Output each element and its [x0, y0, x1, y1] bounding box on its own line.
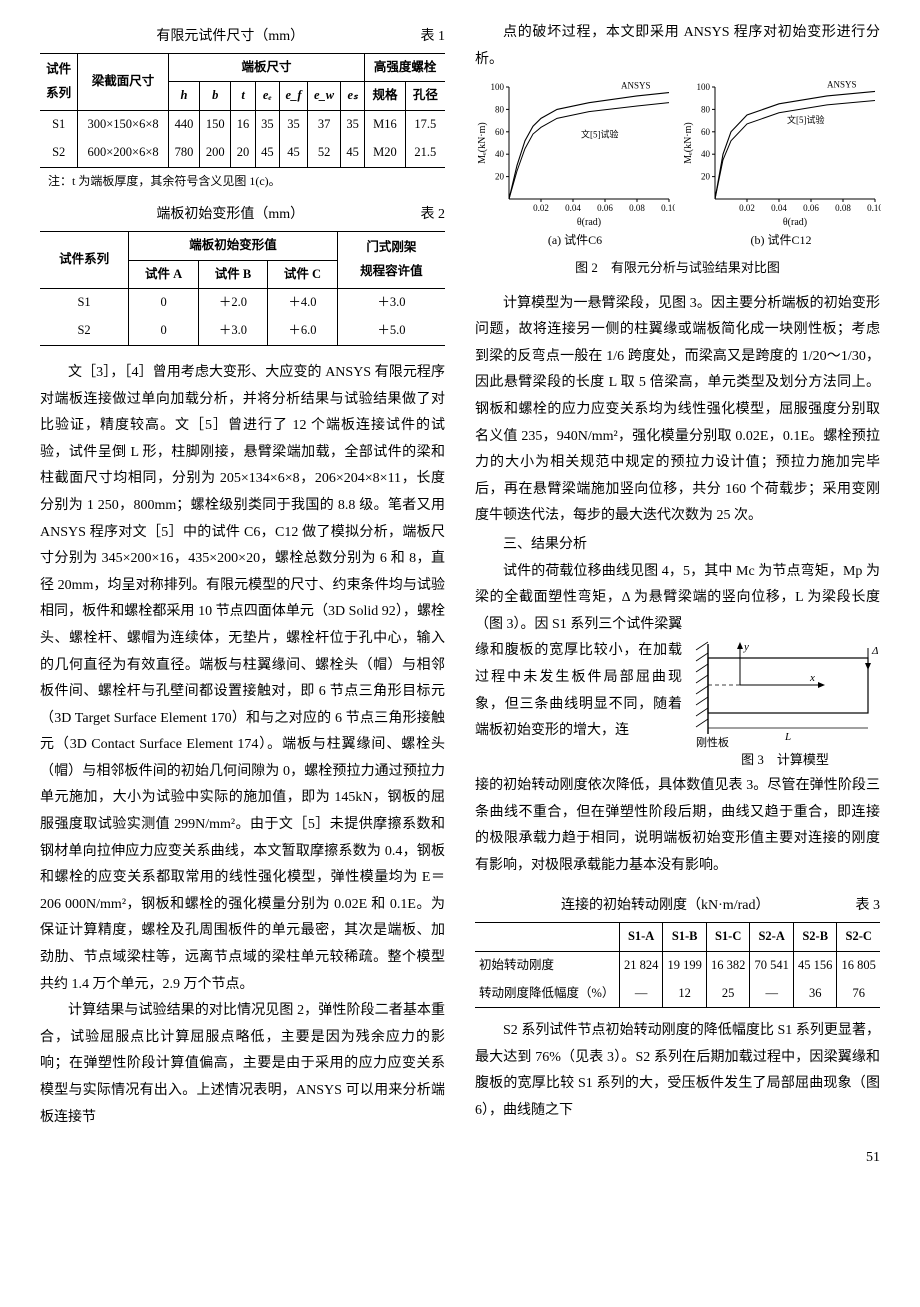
table-row: S1 0 ＋2.0 ＋4.0 ＋3.0 — [40, 289, 445, 317]
svg-text:y: y — [743, 641, 749, 653]
figure3-diagram: y x Δ L 刚性板 — [690, 638, 880, 748]
chart-c6: 20 40 60 80 100 0.02 0.04 0.06 0.08 0.10 θ(rad) Mₑ(… — [475, 79, 675, 229]
table-row: 转动刚度降低幅度（%） — 12 25 — 36 76 — [475, 980, 880, 1008]
t1-h-ef: e_f — [279, 82, 307, 111]
t3-col: S2-B — [793, 923, 837, 952]
svg-text:刚性板: 刚性板 — [696, 735, 729, 748]
svg-text:0.02: 0.02 — [739, 203, 755, 213]
t3-col: S1-C — [706, 923, 750, 952]
t3-col: S2-A — [750, 923, 794, 952]
svg-text:0.02: 0.02 — [533, 203, 549, 213]
svg-text:0.10: 0.10 — [867, 203, 881, 213]
svg-text:100: 100 — [697, 82, 711, 92]
svg-text:0.04: 0.04 — [565, 203, 581, 213]
table3-label: 表 3 — [856, 893, 881, 920]
table2-label: 表 2 — [421, 202, 446, 229]
svg-text:0.08: 0.08 — [835, 203, 851, 213]
svg-text:文[5]试验: 文[5]试验 — [581, 129, 619, 140]
t2-h-deform: 端板初始变形值 — [129, 231, 338, 260]
t1-h-ec: eₑ — [255, 82, 279, 111]
table-row: S2 0 ＋3.0 ＋6.0 ＋5.0 — [40, 317, 445, 345]
svg-text:0.06: 0.06 — [803, 203, 819, 213]
t1-h-es: eₛ — [341, 82, 365, 111]
t1-h-beam: 梁截面尺寸 — [78, 53, 168, 111]
table-row: S2 600×200×6×8 780 200 20 45 45 52 45 M2… — [40, 139, 445, 167]
table1-title-row: 有限元试件尺寸（mm） 表 1 — [40, 24, 445, 51]
body-para: 试件的荷载位移曲线见图 4，5，其中 Mc 为节点弯矩，Mp 为梁的全截面塑性弯… — [475, 559, 880, 639]
t2-h-series: 试件系列 — [40, 231, 129, 289]
page-number: 51 — [40, 1145, 880, 1172]
svg-text:ANSYS: ANSYS — [621, 81, 651, 91]
body-para: 文［3］，［4］曾用考虑大变形、大应变的 ANSYS 有限元程序对端板连接做过单… — [40, 360, 445, 998]
svg-text:θ(rad): θ(rad) — [577, 217, 601, 228]
svg-text:0.10: 0.10 — [661, 203, 675, 213]
table3: S1-A S1-B S1-C S2-A S2-B S2-C 初始转动刚度 21 … — [475, 922, 880, 1008]
table3-title-row: 连接的初始转动刚度（kN·m/rad） 表 3 — [475, 893, 880, 920]
t2-h-b: 试件 B — [199, 260, 268, 289]
t2-h-allow: 门式刚架 规程容许值 — [337, 231, 445, 289]
t2-h-a: 试件 A — [129, 260, 199, 289]
body-para: 缘和腹板的宽厚比较小，在加载过程中未发生板件局部屈曲现象，但三条曲线明显不同，随… — [475, 638, 682, 744]
t1-h-b: b — [200, 82, 231, 111]
svg-text:Δ: Δ — [871, 645, 878, 657]
svg-text:60: 60 — [495, 127, 505, 137]
svg-text:20: 20 — [495, 172, 505, 182]
table3-title: 连接的初始转动刚度（kN·m/rad） — [475, 893, 856, 920]
svg-text:L: L — [784, 731, 791, 743]
svg-text:60: 60 — [701, 127, 711, 137]
t1-h-bolt: 高强度螺栓 — [365, 53, 445, 82]
t1-h-endplate: 端板尺寸 — [168, 53, 364, 82]
section-heading: 三、结果分析 — [475, 532, 880, 559]
t1-h-t: t — [231, 82, 255, 111]
t1-h-spec: 规格 — [365, 82, 405, 111]
body-para: 计算模型为一悬臂梁段，见图 3。因主要分析端板的初始变形问题，故将连接另一侧的柱… — [475, 291, 880, 530]
table1-label: 表 1 — [421, 24, 446, 51]
table2-title: 端板初始变形值（mm） — [40, 202, 421, 229]
svg-text:Mₑ(kN·m): Mₑ(kN·m) — [683, 122, 694, 163]
body-para: 接的初始转动刚度依次降低，具体数值见表 3。尽管在弹性阶段三条曲线不重合，但在弹… — [475, 773, 880, 879]
svg-text:文[5]试验: 文[5]试验 — [787, 114, 825, 125]
svg-text:Mₑ(kN·m): Mₑ(kN·m) — [477, 122, 488, 163]
svg-text:0.04: 0.04 — [771, 203, 787, 213]
t3-col: S1-A — [619, 923, 663, 952]
table2-title-row: 端板初始变形值（mm） 表 2 — [40, 202, 445, 229]
table-row: S1 300×150×6×8 440 150 16 35 35 37 35 M1… — [40, 111, 445, 139]
chart-c12: 20 40 60 80 100 0.02 0.04 0.06 0.08 0.10 θ(rad) Mₑ(… — [681, 79, 881, 229]
svg-text:40: 40 — [495, 149, 505, 159]
svg-text:ANSYS: ANSYS — [827, 80, 857, 90]
body-para: 点的破坏过程，本文即采用 ANSYS 程序对初始变形进行分析。 — [475, 20, 880, 73]
fig2-caption: 图 2 有限元分析与试验结果对比图 — [475, 256, 880, 281]
svg-text:0.08: 0.08 — [629, 203, 645, 213]
table1-note: 注：t 为端板厚度，其余符号含义见图 1(c)。 — [48, 170, 445, 193]
table1-title: 有限元试件尺寸（mm） — [40, 24, 421, 51]
t1-h-ew: e_w — [308, 82, 341, 111]
svg-text:x: x — [809, 672, 815, 684]
figure2: 20 40 60 80 100 0.02 0.04 0.06 0.08 0.10 θ(rad) Mₑ(… — [475, 79, 880, 252]
svg-text:20: 20 — [701, 172, 711, 182]
fig2b-sub: (b) 试件C12 — [681, 229, 881, 252]
fig2a-sub: (a) 试件C6 — [475, 229, 675, 252]
body-para: 计算结果与试验结果的对比情况见图 2，弹性阶段二者基本重合，试验屈服点比计算屈服… — [40, 998, 445, 1131]
svg-text:80: 80 — [495, 105, 505, 115]
t3-col: S2-C — [837, 923, 880, 952]
svg-text:100: 100 — [491, 82, 505, 92]
t2-h-c: 试件 C — [267, 260, 337, 289]
t1-h-dia: 孔径 — [405, 82, 445, 111]
table2: 试件系列 端板初始变形值 门式刚架 规程容许值 试件 A 试件 B 试件 C S… — [40, 231, 445, 346]
svg-text:40: 40 — [701, 149, 711, 159]
svg-text:80: 80 — [701, 105, 711, 115]
t3-col: S1-B — [663, 923, 707, 952]
t1-h-series: 试件 系列 — [40, 53, 78, 111]
svg-text:θ(rad): θ(rad) — [783, 217, 807, 228]
svg-text:0.06: 0.06 — [597, 203, 613, 213]
t1-h-h: h — [168, 82, 199, 111]
table1: 试件 系列 梁截面尺寸 端板尺寸 高强度螺栓 h b t eₑ e_f e_w … — [40, 53, 445, 168]
body-para: S2 系列试件节点初始转动刚度的降低幅度比 S1 系列更显著，最大达到 76%（… — [475, 1018, 880, 1124]
fig3-caption: 图 3 计算模型 — [690, 748, 880, 773]
table-row: 初始转动刚度 21 824 19 199 16 382 70 541 45 15… — [475, 951, 880, 979]
